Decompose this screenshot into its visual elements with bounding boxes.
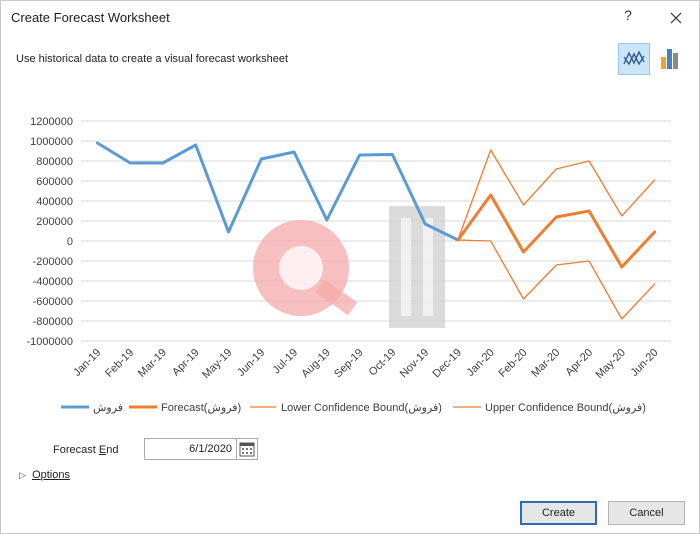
y-tick-label: 400000 xyxy=(36,196,73,208)
y-tick-label: -200000 xyxy=(33,256,73,268)
watermark-logo xyxy=(253,206,445,328)
options-expander[interactable]: ▷ Options xyxy=(19,469,70,481)
forecast-end-input[interactable]: 6/1/2020 xyxy=(144,438,237,460)
x-tick-label: May-19 xyxy=(200,347,234,381)
line-chart-icon xyxy=(623,50,645,66)
x-tick-label: Jan-20 xyxy=(465,347,497,379)
x-tick-label: Feb-20 xyxy=(496,347,529,380)
dialog-subtitle: Use historical data to create a visual f… xyxy=(16,53,289,65)
y-tick-label: -1000000 xyxy=(27,336,74,348)
column-chart-type-button[interactable] xyxy=(654,43,686,75)
y-tick-label: -400000 xyxy=(33,276,73,288)
x-tick-label: Apr-20 xyxy=(563,347,595,379)
create-button[interactable]: Create xyxy=(520,501,597,525)
y-tick-label: -600000 xyxy=(33,296,73,308)
forecast-chart: 1200000 1000000 800000 600000 400000 200000 0 -… xyxy=(27,116,671,414)
help-button[interactable]: ? xyxy=(624,7,632,23)
x-tick-label: Feb-19 xyxy=(103,347,136,380)
x-tick-label: Mar-20 xyxy=(529,347,562,380)
y-tick-label: 1200000 xyxy=(30,116,73,128)
close-button[interactable] xyxy=(665,7,687,29)
line-chart-type-button[interactable] xyxy=(618,43,650,75)
legend-label: Lower Confidence Bound(فروش) xyxy=(281,402,442,414)
series-line xyxy=(95,141,460,242)
x-tick-label: May-20 xyxy=(594,347,628,381)
chart-gridlines xyxy=(81,120,671,342)
title-bar: Create Forecast Worksheet ? xyxy=(1,1,699,35)
legend-label: فروش xyxy=(93,402,123,414)
x-tick-label: Jun-20 xyxy=(628,347,660,379)
cancel-button[interactable]: Cancel xyxy=(608,501,685,525)
x-tick-label: Apr-19 xyxy=(170,347,202,379)
y-tick-label: 0 xyxy=(67,236,73,248)
chart-legend: فروش Forecast(فروش) Lower Confidence Bound… xyxy=(61,402,646,414)
y-tick-label: 1000000 xyxy=(30,136,73,148)
y-tick-label: 200000 xyxy=(36,216,73,228)
legend-label: Upper Confidence Bound(فروش) xyxy=(485,402,646,414)
series-line xyxy=(457,239,656,320)
x-tick-label: Dec-19 xyxy=(431,347,465,381)
series-line xyxy=(457,149,656,241)
x-tick-label: Oct-19 xyxy=(367,347,399,379)
close-icon xyxy=(670,12,682,24)
series-line xyxy=(456,193,657,269)
x-tick-label: Sep-19 xyxy=(332,347,366,381)
bar-chart-icon xyxy=(661,49,678,69)
x-tick-label: Aug-19 xyxy=(299,347,333,381)
forecast-end-label: Forecast End xyxy=(53,444,119,456)
legend-label: Forecast(فروش) xyxy=(161,402,241,414)
x-tick-label: Jun-19 xyxy=(235,347,267,379)
calendar-icon xyxy=(239,442,255,457)
x-tick-label: Nov-19 xyxy=(398,347,432,381)
x-tick-label: Mar-19 xyxy=(136,347,169,380)
x-tick-label: Jan-19 xyxy=(71,347,103,379)
dialog-title: Create Forecast Worksheet xyxy=(11,10,170,25)
expand-triangle-icon: ▷ xyxy=(19,470,26,480)
y-axis-labels: 1200000 1000000 800000 600000 400000 200000 0 -… xyxy=(27,116,74,348)
x-tick-label: Jul-19 xyxy=(271,347,301,377)
y-tick-label: 800000 xyxy=(36,156,73,168)
calendar-picker-button[interactable] xyxy=(237,438,258,460)
y-tick-label: 600000 xyxy=(36,176,73,188)
series-lines xyxy=(95,141,657,320)
y-tick-label: -800000 xyxy=(33,316,73,328)
